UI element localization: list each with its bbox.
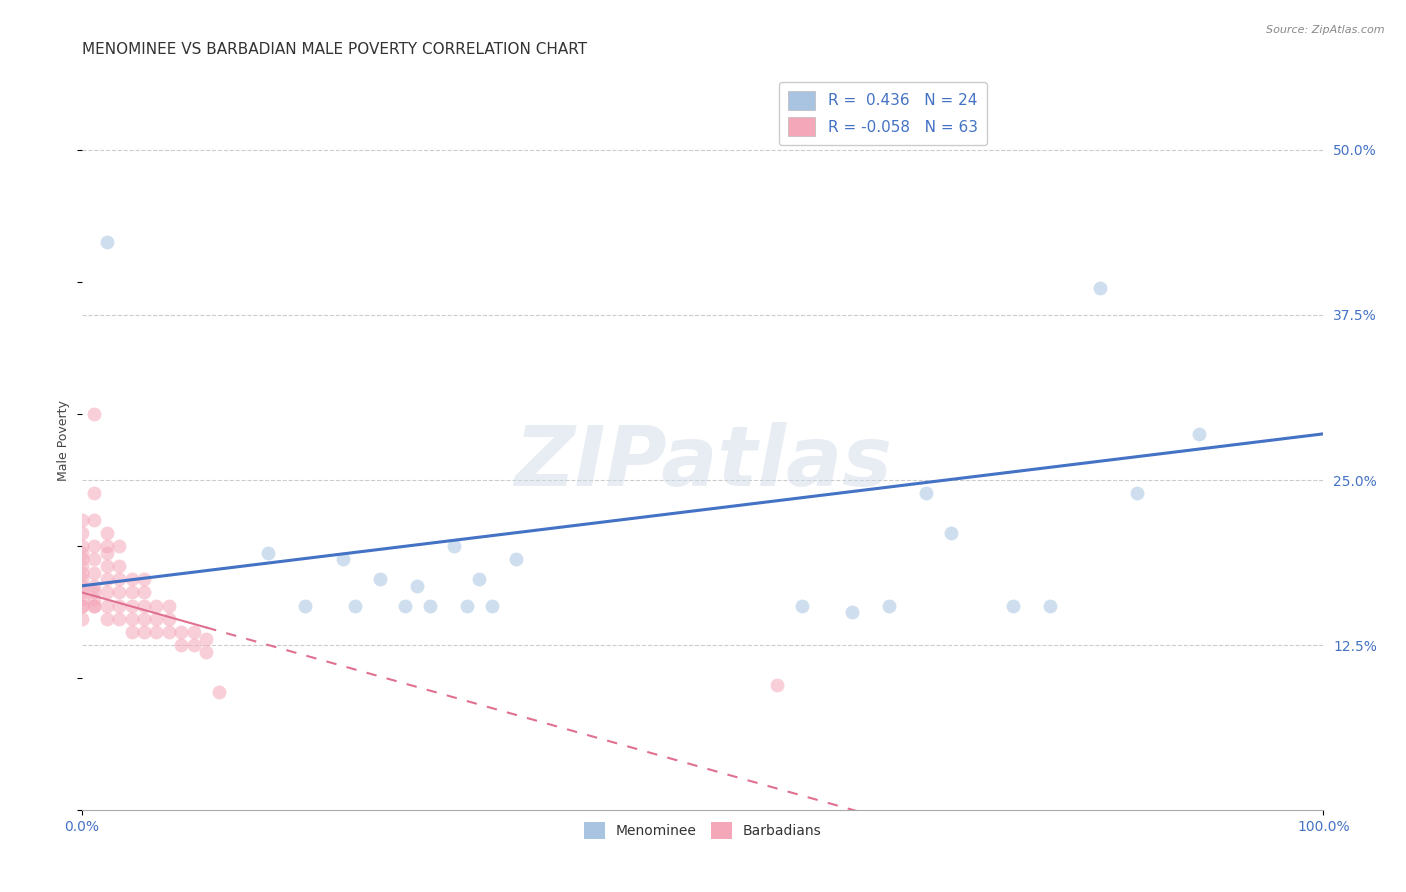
- Point: [368, 572, 391, 586]
- Point: [1001, 599, 1024, 613]
- Point: [121, 625, 143, 640]
- Point: [121, 572, 143, 586]
- Point: [121, 612, 143, 626]
- Y-axis label: Male Poverty: Male Poverty: [58, 400, 70, 481]
- Point: [443, 539, 465, 553]
- Point: [83, 513, 105, 527]
- Point: [132, 612, 155, 626]
- Point: [183, 638, 205, 652]
- Point: [70, 546, 93, 560]
- Point: [344, 599, 367, 613]
- Point: [170, 625, 193, 640]
- Point: [145, 612, 167, 626]
- Point: [207, 684, 229, 698]
- Point: [108, 572, 131, 586]
- Point: [70, 572, 93, 586]
- Point: [332, 552, 354, 566]
- Point: [1088, 281, 1111, 295]
- Point: [257, 546, 280, 560]
- Legend: Menominee, Barbadians: Menominee, Barbadians: [578, 816, 827, 844]
- Point: [70, 612, 93, 626]
- Point: [108, 585, 131, 599]
- Point: [70, 599, 93, 613]
- Point: [96, 539, 118, 553]
- Point: [96, 235, 118, 250]
- Point: [1188, 426, 1211, 441]
- Point: [939, 525, 962, 540]
- Point: [121, 599, 143, 613]
- Point: [70, 525, 93, 540]
- Point: [83, 539, 105, 553]
- Point: [83, 599, 105, 613]
- Point: [83, 592, 105, 607]
- Point: [766, 678, 789, 692]
- Point: [419, 599, 441, 613]
- Point: [406, 579, 429, 593]
- Point: [195, 645, 218, 659]
- Point: [1039, 599, 1062, 613]
- Point: [70, 592, 93, 607]
- Point: [157, 612, 180, 626]
- Point: [132, 572, 155, 586]
- Point: [70, 566, 93, 580]
- Point: [877, 599, 900, 613]
- Point: [505, 552, 527, 566]
- Point: [96, 585, 118, 599]
- Point: [157, 599, 180, 613]
- Point: [96, 599, 118, 613]
- Text: ZIPatlas: ZIPatlas: [513, 422, 891, 503]
- Point: [70, 579, 93, 593]
- Point: [132, 599, 155, 613]
- Point: [70, 559, 93, 574]
- Point: [83, 579, 105, 593]
- Point: [790, 599, 813, 613]
- Point: [481, 599, 503, 613]
- Text: Source: ZipAtlas.com: Source: ZipAtlas.com: [1267, 25, 1385, 35]
- Point: [96, 612, 118, 626]
- Point: [183, 625, 205, 640]
- Point: [132, 585, 155, 599]
- Point: [83, 552, 105, 566]
- Point: [468, 572, 491, 586]
- Text: MENOMINEE VS BARBADIAN MALE POVERTY CORRELATION CHART: MENOMINEE VS BARBADIAN MALE POVERTY CORR…: [82, 42, 588, 57]
- Point: [83, 585, 105, 599]
- Point: [841, 605, 863, 619]
- Point: [456, 599, 478, 613]
- Point: [96, 525, 118, 540]
- Point: [170, 638, 193, 652]
- Point: [83, 486, 105, 500]
- Point: [121, 585, 143, 599]
- Point: [394, 599, 416, 613]
- Point: [145, 625, 167, 640]
- Point: [108, 599, 131, 613]
- Point: [70, 585, 93, 599]
- Point: [70, 539, 93, 553]
- Point: [96, 559, 118, 574]
- Point: [70, 513, 93, 527]
- Point: [132, 625, 155, 640]
- Point: [195, 632, 218, 646]
- Point: [157, 625, 180, 640]
- Point: [108, 559, 131, 574]
- Point: [83, 407, 105, 421]
- Point: [294, 599, 316, 613]
- Point: [83, 599, 105, 613]
- Point: [108, 539, 131, 553]
- Point: [96, 546, 118, 560]
- Point: [915, 486, 938, 500]
- Point: [70, 552, 93, 566]
- Point: [96, 572, 118, 586]
- Point: [1126, 486, 1149, 500]
- Point: [83, 566, 105, 580]
- Point: [145, 599, 167, 613]
- Point: [108, 612, 131, 626]
- Point: [70, 599, 93, 613]
